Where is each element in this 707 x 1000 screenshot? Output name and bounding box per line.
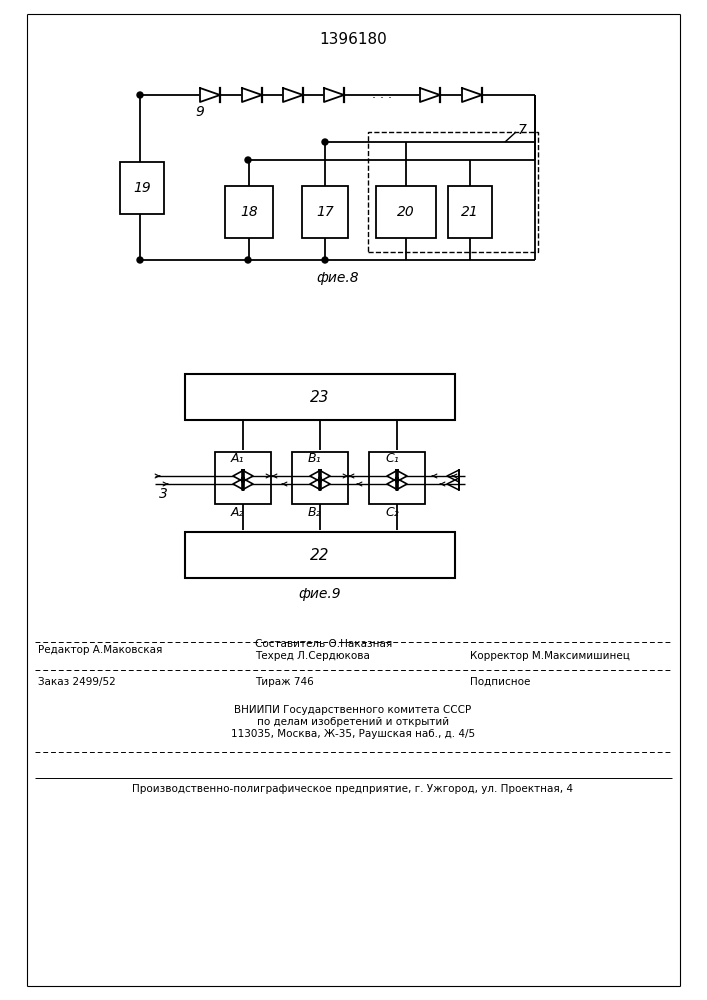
Bar xyxy=(120,162,164,214)
Polygon shape xyxy=(200,88,220,102)
Bar xyxy=(368,132,538,252)
Circle shape xyxy=(137,92,143,98)
Polygon shape xyxy=(242,88,262,102)
Text: 1396180: 1396180 xyxy=(319,32,387,47)
Circle shape xyxy=(322,139,328,145)
Bar xyxy=(369,452,425,504)
Bar xyxy=(448,186,492,238)
Text: Тираж 746: Тираж 746 xyxy=(255,677,314,687)
Polygon shape xyxy=(420,88,440,102)
Polygon shape xyxy=(242,470,253,482)
Text: 18: 18 xyxy=(240,205,258,219)
Text: Редактор А.Маковская: Редактор А.Маковская xyxy=(38,645,163,655)
Text: Заказ 2499/52: Заказ 2499/52 xyxy=(38,677,116,687)
Bar xyxy=(185,374,455,420)
Text: A₂: A₂ xyxy=(231,506,245,519)
Text: B₁: B₁ xyxy=(308,452,322,465)
Circle shape xyxy=(322,257,328,263)
Circle shape xyxy=(245,157,251,163)
Text: Корректор М.Максимишинец: Корректор М.Максимишинец xyxy=(470,651,630,661)
Polygon shape xyxy=(319,470,330,482)
Polygon shape xyxy=(310,478,321,490)
Polygon shape xyxy=(319,478,330,490)
Bar xyxy=(185,532,455,578)
Polygon shape xyxy=(233,470,244,482)
Text: A₁: A₁ xyxy=(231,452,245,465)
Polygon shape xyxy=(387,470,398,482)
Text: 17: 17 xyxy=(316,205,334,219)
Text: Производственно-полиграфическое предприятие, г. Ужгород, ул. Проектная, 4: Производственно-полиграфическое предприя… xyxy=(132,784,573,794)
Polygon shape xyxy=(462,88,482,102)
Polygon shape xyxy=(233,478,244,490)
Text: B₂: B₂ xyxy=(308,506,322,519)
Text: 7: 7 xyxy=(518,123,527,137)
Polygon shape xyxy=(283,88,303,102)
Text: по делам изобретений и открытий: по делам изобретений и открытий xyxy=(257,717,449,727)
Text: 3: 3 xyxy=(158,487,168,501)
Text: ВНИИПИ Государственного комитета СССР: ВНИИПИ Государственного комитета СССР xyxy=(235,705,472,715)
Text: фие.9: фие.9 xyxy=(298,587,341,601)
Circle shape xyxy=(137,257,143,263)
Text: . . .: . . . xyxy=(372,88,392,101)
Text: 19: 19 xyxy=(133,181,151,195)
Bar xyxy=(302,186,348,238)
Text: 20: 20 xyxy=(397,205,415,219)
Circle shape xyxy=(245,257,251,263)
Text: C₁: C₁ xyxy=(385,452,399,465)
Polygon shape xyxy=(310,470,321,482)
Text: Составитель О.Наказная: Составитель О.Наказная xyxy=(255,639,392,649)
Text: фие.8: фие.8 xyxy=(317,271,359,285)
Text: 23: 23 xyxy=(310,389,329,404)
Bar xyxy=(215,452,271,504)
Polygon shape xyxy=(324,88,344,102)
Polygon shape xyxy=(396,478,407,490)
Polygon shape xyxy=(396,470,407,482)
Text: Техред Л.Сердюкова: Техред Л.Сердюкова xyxy=(255,651,370,661)
Text: Подписное: Подписное xyxy=(470,677,530,687)
Text: 21: 21 xyxy=(461,205,479,219)
Polygon shape xyxy=(242,478,253,490)
Bar xyxy=(292,452,348,504)
Bar xyxy=(376,186,436,238)
Polygon shape xyxy=(387,478,398,490)
Text: 22: 22 xyxy=(310,548,329,562)
Text: C₂: C₂ xyxy=(385,506,399,519)
Bar xyxy=(225,186,273,238)
Text: 9: 9 xyxy=(195,105,204,119)
Text: 113035, Москва, Ж-35, Раушская наб., д. 4/5: 113035, Москва, Ж-35, Раушская наб., д. … xyxy=(231,729,475,739)
